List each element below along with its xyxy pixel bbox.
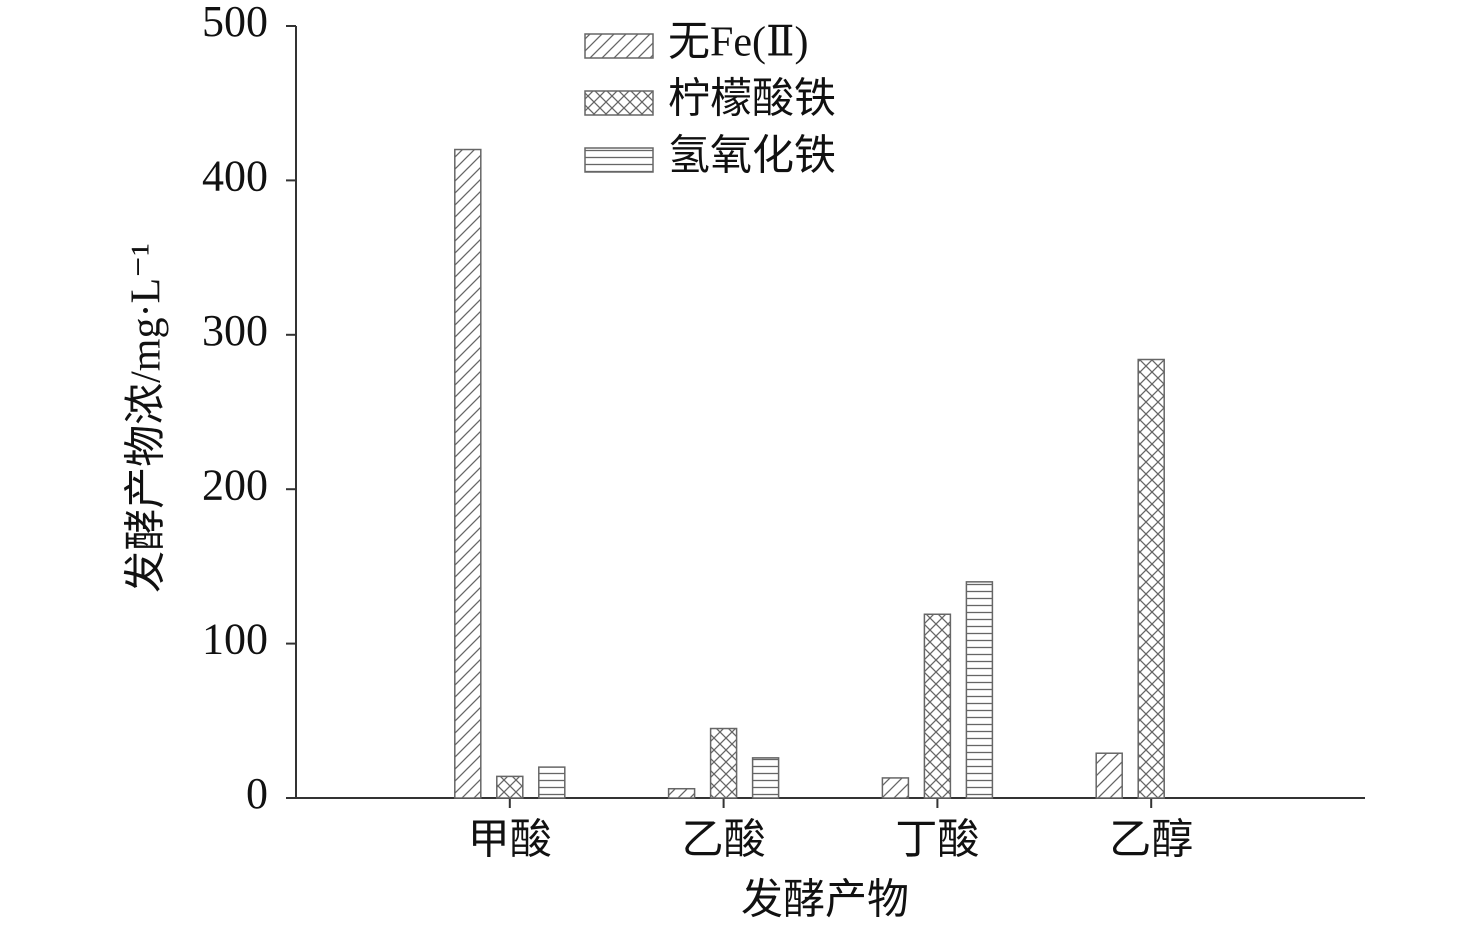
bar [538, 766, 566, 799]
legend-swatch [584, 33, 654, 59]
bar [923, 613, 952, 799]
bar [881, 777, 910, 799]
bar [1137, 358, 1165, 799]
legend-swatch [584, 90, 654, 116]
y-tick-label: 500 [202, 0, 268, 46]
y-axis-label: 发酵产物浓/mg·L⁻¹ [124, 243, 170, 593]
legend-label: 无Fe(Ⅱ) [668, 20, 809, 66]
bar [454, 148, 482, 799]
y-tick-label: 100 [202, 615, 268, 664]
y-tick-label: 300 [202, 306, 268, 355]
y-tick-label: 200 [202, 460, 268, 509]
bar [751, 757, 780, 799]
legend-swatch [584, 147, 654, 173]
bar [667, 787, 696, 799]
x-tick-label: 丁酸 [895, 818, 979, 864]
x-tick-label: 乙醇 [1109, 818, 1193, 864]
x-tick-label: 甲酸 [468, 818, 552, 864]
x-tick-label: 乙酸 [682, 818, 766, 864]
bar [709, 727, 738, 799]
y-tick-label: 0 [246, 769, 268, 818]
legend-label: 柠檬酸铁 [668, 77, 836, 123]
x-axis-label: 发酵产物 [741, 878, 909, 924]
bar [965, 581, 994, 799]
y-tick-label: 400 [202, 151, 268, 200]
bar [1095, 752, 1123, 799]
bar [496, 775, 524, 799]
legend-label: 氢氧化铁 [668, 134, 836, 180]
